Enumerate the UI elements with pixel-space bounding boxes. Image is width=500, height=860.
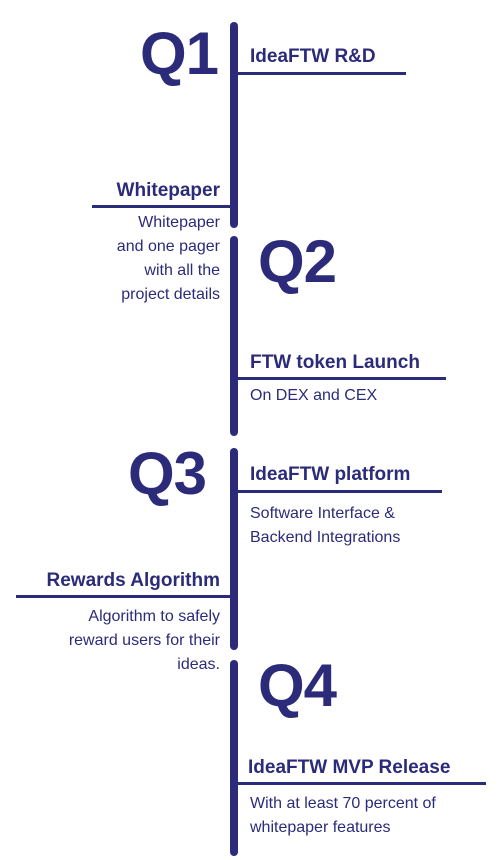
- milestone-token-title: FTW token Launch: [250, 352, 420, 373]
- quarter-label-q3: Q3: [128, 440, 207, 507]
- milestone-token-line: [236, 377, 446, 380]
- milestone-whitepaper-title: Whitepaper: [116, 180, 220, 201]
- milestone-platform-title: IdeaFTW platform: [250, 464, 411, 485]
- quarter-label-q2: Q2: [258, 228, 337, 295]
- milestone-whitepaper-desc: Whitepaper and one pager with all the pr…: [116, 214, 220, 303]
- milestone-rewards-line: [16, 595, 232, 598]
- timeline-segment-q4: [230, 660, 238, 856]
- milestone-token-desc: On DEX and CEX: [250, 387, 378, 404]
- timeline-segment-q2: [230, 236, 238, 436]
- milestone-mvp-title: IdeaFTW MVP Release: [248, 757, 451, 778]
- milestone-platform-desc: Software Interface & Backend Integration…: [250, 505, 401, 546]
- timeline-segment-q1: [230, 22, 238, 228]
- quarter-label-q1: Q1: [140, 20, 219, 87]
- quarter-label-q4: Q4: [258, 652, 337, 719]
- milestone-whitepaper-line: [92, 205, 232, 208]
- milestone-platform-line: [236, 490, 442, 493]
- milestone-mvp-desc: With at least 70 percent of whitepaper f…: [250, 795, 436, 836]
- timeline-segment-q3: [230, 448, 238, 650]
- milestone-rnd-line: [236, 72, 406, 75]
- milestone-rnd-title: IdeaFTW R&D: [250, 46, 376, 67]
- milestone-rewards-desc: Algorithm to safely reward users for the…: [68, 608, 220, 673]
- milestone-rewards-title: Rewards Algorithm: [46, 570, 221, 591]
- milestone-mvp-line: [236, 782, 486, 785]
